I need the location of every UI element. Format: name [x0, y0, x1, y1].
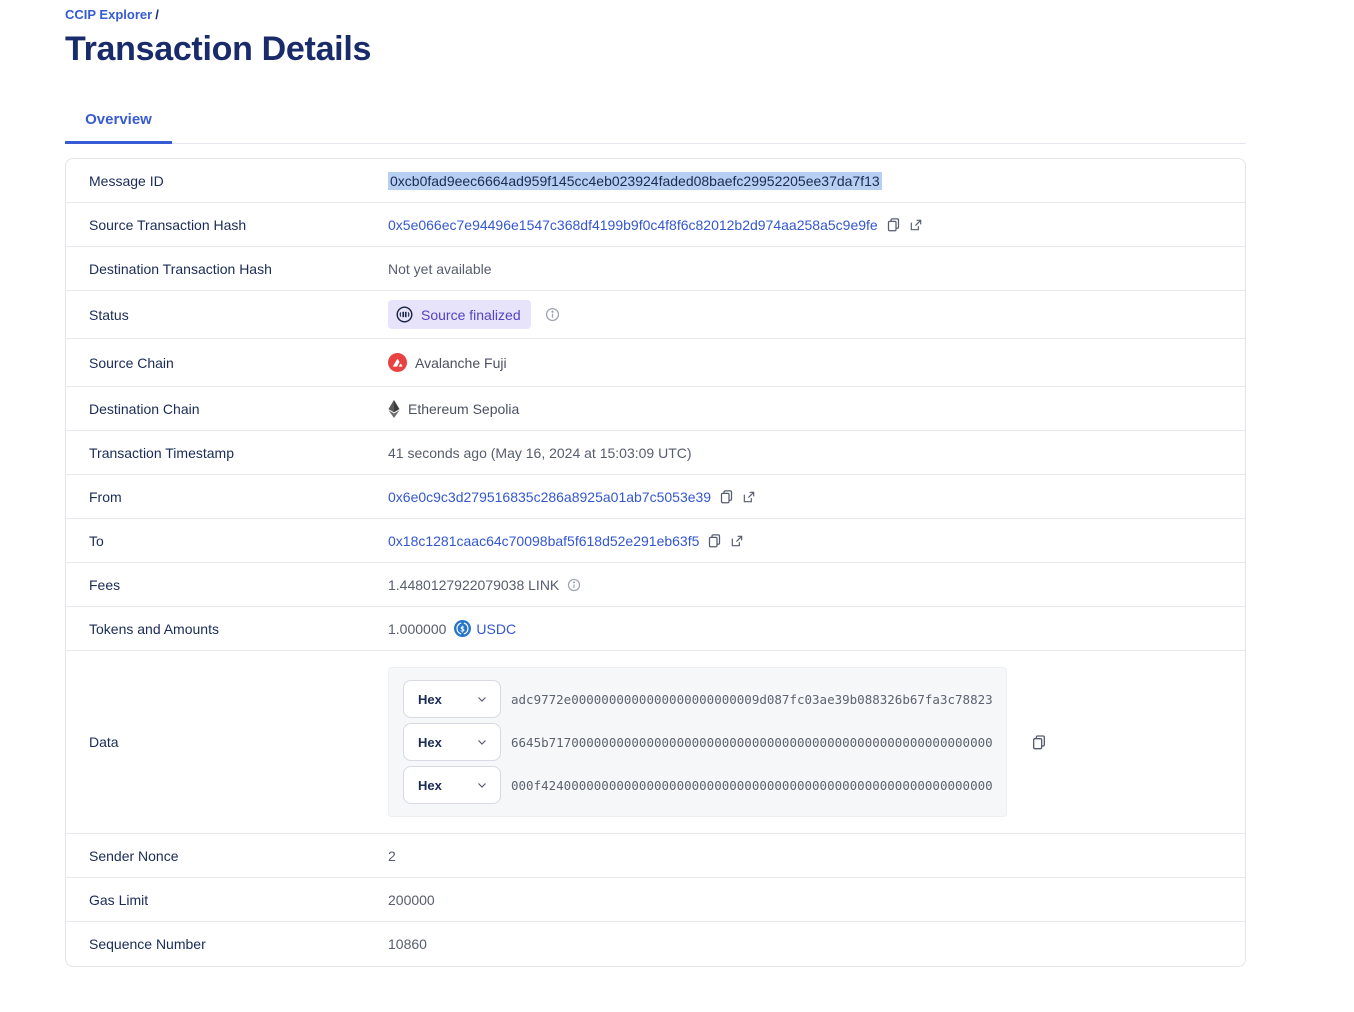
chevron-down-icon: [478, 697, 486, 702]
message-id-value: 0xcb0fad9eec6664ad959f145cc4eb023924fade…: [388, 171, 882, 190]
copy-icon[interactable]: [886, 217, 901, 232]
status-info-icon[interactable]: [545, 307, 560, 322]
token-amount: 1.000000: [388, 620, 447, 637]
data-format-select[interactable]: Hex: [403, 680, 501, 718]
external-link-icon[interactable]: [730, 534, 744, 548]
table-row-dest-chain: Destination Chain Ethereum Sepolia: [66, 387, 1245, 431]
tab-overview[interactable]: Overview: [65, 101, 172, 144]
copy-icon[interactable]: [707, 533, 722, 548]
from-label: From: [89, 488, 122, 505]
source-tx-hash-label: Source Transaction Hash: [89, 216, 247, 233]
sender-nonce-label: Sender Nonce: [89, 847, 179, 864]
table-row-fees: Fees 1.4480127922079038 LINK: [66, 563, 1245, 607]
external-link-icon[interactable]: [909, 218, 923, 232]
data-line: Hex 000f42400000000000000000000000000000…: [403, 766, 993, 804]
table-row-to: To 0x18c1281caac64c70098baf5f618d52e291e…: [66, 519, 1245, 563]
sequence-number-value: 10860: [388, 936, 427, 952]
data-line: Hex adc9772e0000000000000000000000009d08…: [403, 680, 993, 718]
copy-icon[interactable]: [1031, 734, 1047, 750]
breadcrumb-link-ccip-explorer[interactable]: CCIP Explorer: [65, 7, 153, 22]
message-id-label: Message ID: [89, 172, 164, 189]
table-row-source-tx-hash: Source Transaction Hash 0x5e066ec7e94496…: [66, 203, 1245, 247]
data-format-value: Hex: [418, 777, 442, 793]
dest-tx-hash-label: Destination Transaction Hash: [89, 260, 272, 277]
data-format-select[interactable]: Hex: [403, 766, 501, 804]
source-tx-hash-link[interactable]: 0x5e066ec7e94496e1547c368df4199b9f0c4f8f…: [388, 216, 878, 233]
data-hex-line: adc9772e0000000000000000000000009d087fc0…: [511, 691, 993, 707]
token-link[interactable]: $ USDC: [454, 620, 516, 637]
table-row-dest-tx-hash: Destination Transaction Hash Not yet ava…: [66, 247, 1245, 291]
to-label: To: [89, 532, 104, 549]
breadcrumb-separator: /: [155, 7, 159, 22]
to-address-link[interactable]: 0x18c1281caac64c70098baf5f618d52e291eb63…: [388, 532, 700, 549]
tab-bar: Overview: [65, 101, 1246, 144]
gas-limit-label: Gas Limit: [89, 891, 149, 908]
data-format-select[interactable]: Hex: [403, 723, 501, 761]
fees-info-icon[interactable]: [567, 578, 581, 592]
table-row-status: Status Source finalized: [66, 291, 1245, 339]
external-link-icon[interactable]: [742, 490, 756, 504]
data-label: Data: [89, 734, 119, 750]
status-badge-label: Source finalized: [421, 306, 521, 323]
main-content: CCIP Explorer / Transaction Details Overv…: [65, 0, 1246, 967]
dest-chain-label: Destination Chain: [89, 400, 200, 417]
table-row-message-id: Message ID 0xcb0fad9eec6664ad959f145cc4e…: [66, 159, 1245, 203]
dest-tx-hash-value: Not yet available: [388, 260, 492, 277]
source-chain-value: Avalanche Fuji: [415, 354, 507, 371]
source-chain-label: Source Chain: [89, 354, 174, 371]
data-format-value: Hex: [418, 691, 442, 707]
timestamp-label: Transaction Timestamp: [89, 444, 234, 461]
table-row-sender-nonce: Sender Nonce 2: [66, 834, 1245, 878]
gas-limit-value: 200000: [388, 891, 435, 908]
transaction-details-table: Message ID 0xcb0fad9eec6664ad959f145cc4e…: [65, 158, 1246, 967]
table-row-from: From 0x6e0c9c3d279516835c286a8925a01ab7c…: [66, 475, 1245, 519]
from-address-link[interactable]: 0x6e0c9c3d279516835c286a8925a01ab7c5053e…: [388, 488, 712, 505]
svg-text:$: $: [460, 623, 465, 633]
chevron-down-icon: [478, 740, 486, 745]
data-hex-box: Hex adc9772e0000000000000000000000009d08…: [388, 667, 1007, 817]
data-hex-line: 6645b71700000000000000000000000000000000…: [511, 734, 993, 750]
fees-label: Fees: [89, 576, 121, 593]
table-row-tokens: Tokens and Amounts 1.000000 $ USDC: [66, 607, 1245, 651]
data-line: Hex 6645b7170000000000000000000000000000…: [403, 723, 993, 761]
source-finalized-icon: [395, 305, 414, 324]
chevron-down-icon: [478, 783, 486, 788]
sequence-number-label: Sequence Number: [89, 936, 206, 952]
token-symbol: USDC: [476, 620, 517, 637]
status-badge: Source finalized: [388, 300, 531, 329]
sender-nonce-value: 2: [388, 847, 396, 864]
page-title: Transaction Details: [65, 30, 372, 68]
table-row-source-chain: Source Chain Avalanche Fuji: [66, 339, 1245, 387]
usdc-icon: $: [454, 620, 472, 637]
data-format-value: Hex: [418, 734, 442, 750]
tokens-label: Tokens and Amounts: [89, 620, 219, 637]
table-row-data: Data Hex adc9772e00000000000000000000000…: [66, 651, 1245, 834]
dest-chain-value: Ethereum Sepolia: [408, 400, 520, 417]
table-row-sequence-number: Sequence Number 10860: [66, 922, 1245, 966]
table-row-gas-limit: Gas Limit 200000: [66, 878, 1245, 922]
ethereum-sepolia-icon: [388, 399, 400, 418]
breadcrumb: CCIP Explorer /: [65, 0, 1246, 22]
status-label: Status: [89, 306, 129, 323]
timestamp-value: 41 seconds ago (May 16, 2024 at 15:03:09…: [388, 444, 692, 461]
fees-value: 1.4480127922079038 LINK: [388, 576, 560, 593]
avalanche-fuji-icon: [388, 353, 407, 372]
table-row-timestamp: Transaction Timestamp 41 seconds ago (Ma…: [66, 431, 1245, 475]
data-hex-line: 000f424000000000000000000000000000000000…: [511, 777, 993, 793]
copy-icon[interactable]: [719, 489, 734, 504]
